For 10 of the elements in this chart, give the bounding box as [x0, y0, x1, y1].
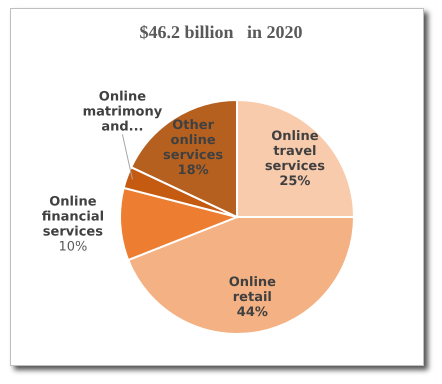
slice-label: Online financial services	[42, 194, 104, 240]
slice-label: Online matrimony and...	[82, 89, 163, 134]
slice-label: Online travel services	[264, 129, 326, 174]
slice-label: Other online services	[163, 118, 224, 163]
data-label: 10%	[58, 240, 88, 255]
chart-title: $46.2 billion in 2020	[138, 22, 304, 43]
slice-label: Online retail	[228, 274, 276, 306]
data-label: 44%	[236, 304, 268, 320]
data-label: 18%	[178, 162, 209, 178]
data-label: 25%	[279, 174, 310, 190]
